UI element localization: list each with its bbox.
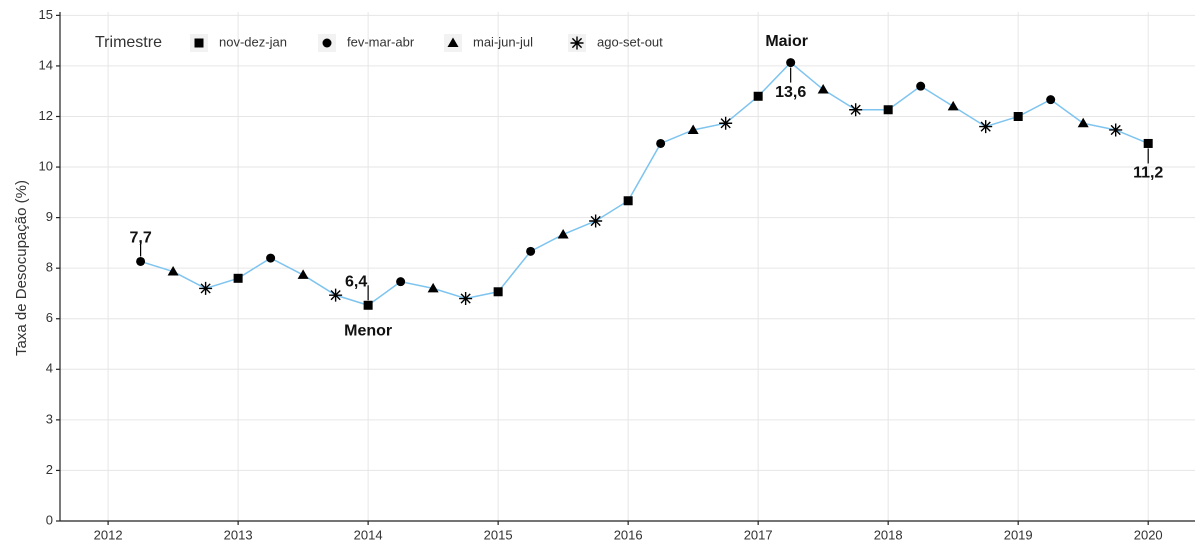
point [557,228,569,239]
point [493,287,503,297]
legend-marker [322,38,332,48]
point [1013,111,1023,121]
point [427,282,439,293]
y-tick-label: 9 [46,209,53,224]
point [1109,123,1123,137]
y-tick-label: 14 [39,57,53,72]
annotation: Maior [765,33,808,50]
y-tick-label: 3 [46,411,53,426]
point [753,91,763,101]
x-tick-label: 2016 [614,527,643,542]
legend-label: nov-dez-jan [219,34,287,49]
point [623,196,633,206]
x-tick-label: 2017 [744,527,773,542]
legend-marker [570,36,584,50]
point [817,84,829,94]
legend-label: fev-mar-abr [347,34,415,49]
value-label: 13,6 [775,84,806,101]
point [916,81,926,91]
point [167,266,179,276]
point [883,105,893,115]
legend-marker [194,38,204,48]
x-tick-label: 2020 [1134,527,1163,542]
legend-label: mai-jun-jul [473,34,533,49]
point [589,214,603,228]
x-tick-label: 2013 [224,527,253,542]
y-tick-label: 15 [39,7,53,22]
point [656,138,666,148]
point [266,253,276,263]
point [199,281,213,295]
point [1046,95,1056,105]
y-tick-label: 2 [46,462,53,477]
point [849,103,863,117]
y-axis-label: Taxa de Desocupação (%) [13,180,30,356]
line [140,61,1149,307]
y-tick-label: 4 [46,361,53,376]
legend-title: Trimestre [95,34,162,51]
value-label: 7,7 [129,230,151,247]
legend-marker [447,37,459,47]
point [363,300,373,310]
point [136,256,146,266]
point [526,246,536,256]
point [719,116,733,130]
value-label: 11,2 [1133,165,1163,182]
point [297,269,309,279]
x-tick-label: 2019 [1004,527,1033,542]
point [233,273,243,283]
y-tick-label: 0 [46,512,53,527]
legend-label: ago-set-out [597,34,663,49]
point [329,288,343,302]
point [947,100,959,111]
x-tick-label: 2018 [874,527,903,542]
y-tick-label: 6 [46,310,53,325]
point [786,58,796,68]
x-tick-label: 2015 [484,527,513,542]
x-tick-label: 2014 [354,527,383,542]
point [687,124,699,134]
point [979,120,993,134]
point [396,277,406,287]
annotation: Menor [344,322,392,339]
y-tick-label: 12 [39,108,53,123]
x-tick-label: 2012 [94,527,123,542]
point [1143,138,1153,148]
y-tick-label: 10 [39,158,53,173]
value-label: 6,4 [345,273,367,290]
point [459,292,473,306]
point [1077,117,1089,128]
y-tick-label: 8 [46,260,53,275]
